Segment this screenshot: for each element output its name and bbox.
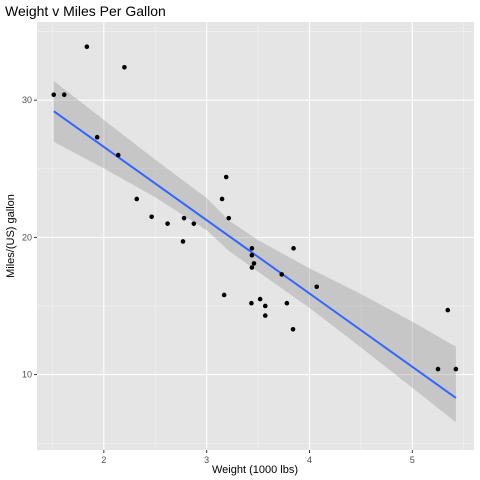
data-point: [61, 92, 67, 98]
data-point: [435, 366, 441, 372]
data-point: [262, 313, 268, 318]
data-point: [115, 152, 121, 158]
data-point: [279, 272, 285, 277]
major-gridlines: [37, 22, 474, 450]
data-point: [223, 174, 229, 180]
data-point: [291, 246, 296, 251]
regression-line: [53, 110, 457, 399]
data-point: [181, 215, 187, 221]
data-point: [453, 366, 459, 372]
minor-gridlines: [37, 22, 474, 450]
x-tick-label: 5: [410, 455, 415, 465]
data-points: [51, 44, 459, 372]
data-point: [314, 284, 319, 290]
data-point: [257, 296, 263, 302]
x-tick-label: 4: [307, 455, 312, 465]
data-point: [219, 196, 225, 202]
data-point: [445, 307, 451, 313]
chart-title: Weight v Miles Per Gallon: [5, 3, 166, 19]
data-point: [134, 196, 140, 202]
y-tick-label: 30: [22, 95, 32, 105]
data-point: [84, 44, 90, 49]
data-point: [249, 252, 255, 258]
data-point: [290, 326, 296, 332]
data-point: [51, 92, 57, 98]
x-axis: 2 3 4 5: [101, 450, 415, 465]
data-point: [149, 214, 154, 220]
confidence-band: [53, 81, 456, 423]
data-point: [251, 261, 257, 266]
data-point: [122, 64, 127, 70]
data-point: [284, 300, 290, 306]
data-point: [249, 265, 255, 270]
x-axis-label: Weight (1000 lbs): [212, 464, 298, 476]
y-tick-label: 20: [22, 232, 32, 242]
data-point: [221, 292, 227, 298]
data-point: [226, 215, 232, 221]
plot-panel: [37, 22, 474, 450]
y-axis-label: Miles/(US) gallon: [5, 194, 17, 278]
data-point: [165, 221, 170, 226]
y-axis: 10 20 30: [22, 95, 37, 380]
data-point: [180, 239, 186, 244]
data-point: [191, 221, 197, 226]
data-point: [94, 134, 100, 140]
data-point: [249, 300, 254, 306]
y-tick-label: 10: [22, 370, 32, 380]
x-tick-label: 3: [204, 455, 209, 465]
x-tick-label: 2: [101, 455, 106, 465]
data-point: [262, 303, 268, 309]
data-point: [249, 246, 255, 251]
